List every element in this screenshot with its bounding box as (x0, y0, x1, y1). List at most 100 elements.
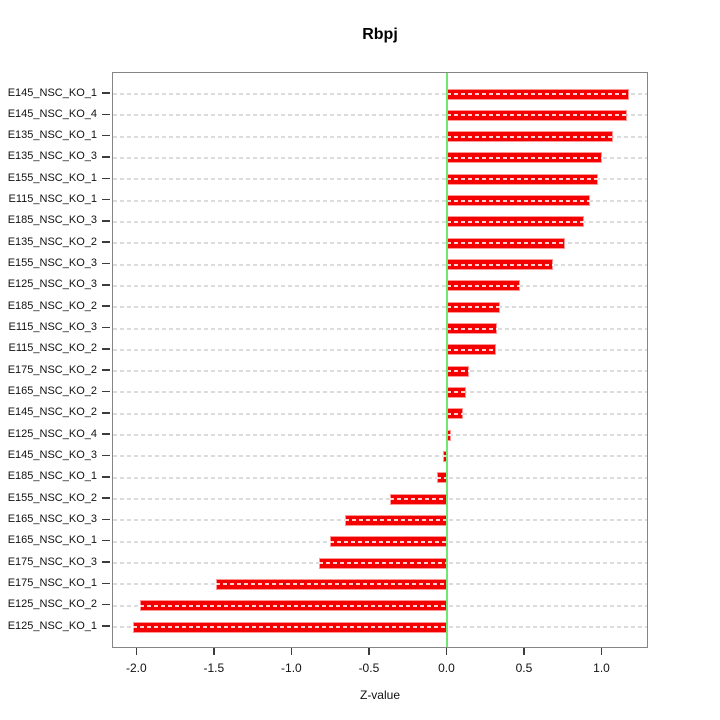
x-axis-tick-label: -1.5 (203, 661, 225, 675)
y-axis-tick-label: E125_NSC_KO_4 (7, 427, 97, 440)
bar-center-dash (140, 604, 448, 607)
y-axis-tick (102, 412, 110, 414)
grid-line (113, 348, 647, 351)
x-axis-tick-label: 0.5 (515, 661, 533, 675)
zero-reference-line (446, 73, 449, 647)
y-axis-tick (102, 220, 110, 222)
y-axis-tick (102, 539, 110, 542)
grid-line (113, 220, 647, 223)
y-axis-tick-label: E135_NSC_KO_1 (7, 129, 97, 142)
grid-line (113, 455, 647, 458)
bar (345, 514, 448, 526)
x-axis-label: Z-value (359, 688, 400, 702)
y-axis-tick-label: E115_NSC_KO_1 (8, 193, 97, 206)
x-axis-tick-label: -1.0 (281, 661, 302, 675)
y-axis-tick (102, 326, 110, 329)
grid-line (113, 327, 647, 330)
x-axis-tick (135, 648, 138, 655)
bar (447, 323, 498, 335)
grid-line (113, 263, 647, 266)
grid-line (113, 114, 647, 117)
bar (132, 621, 448, 633)
x-axis-tick-label: 1.0 (593, 661, 610, 675)
bar (447, 109, 628, 121)
y-axis-tick-label: E165_NSC_KO_1 (7, 534, 97, 547)
y-axis-tick-label: E135_NSC_KO_3 (7, 150, 97, 163)
grid-line (113, 178, 647, 181)
y-axis-tick-label: E115_NSC_KO_2 (8, 342, 97, 355)
y-axis-tick (102, 92, 110, 94)
y-axis-tick (102, 497, 110, 499)
x-axis-tick (290, 648, 293, 655)
y-axis-tick-label: E145_NSC_KO_4 (7, 107, 97, 120)
y-axis-tick-label: E145_NSC_KO_1 (7, 86, 97, 99)
y-axis-tick-label: E135_NSC_KO_2 (7, 235, 97, 248)
bar (318, 557, 448, 569)
grid-line (113, 93, 647, 95)
bar-center-dash (447, 434, 451, 437)
bar-center-dash (447, 93, 629, 95)
grid-line (113, 135, 647, 138)
y-axis-tick-label: E185_NSC_KO_3 (7, 214, 97, 227)
y-axis-tick-label: E115_NSC_KO_3 (8, 321, 97, 334)
y-axis-tick (102, 625, 110, 627)
x-axis-tick-label: 0.0 (438, 661, 455, 675)
y-axis-tick (102, 390, 110, 393)
y-axis-tick (102, 369, 110, 371)
bar-center-dash (329, 540, 448, 543)
bar (447, 131, 614, 143)
y-axis-tick-label: E125_NSC_KO_2 (7, 598, 97, 611)
bar-center-dash (447, 306, 501, 309)
bar-center-dash (216, 583, 448, 586)
grid-line (113, 284, 647, 287)
grid-line (113, 391, 647, 394)
bar (447, 280, 521, 292)
bar-center-dash (447, 370, 470, 373)
bar (447, 152, 603, 164)
grid-line (113, 498, 647, 501)
y-axis-tick (102, 561, 110, 563)
y-axis-tick (102, 262, 110, 265)
bar (329, 536, 448, 548)
y-axis-tick-label: E125_NSC_KO_1 (7, 619, 97, 632)
y-axis-tick-label: E175_NSC_KO_2 (7, 363, 97, 376)
y-axis-tick (102, 348, 110, 350)
bar (140, 600, 448, 612)
y-axis-tick-label: E155_NSC_KO_1 (7, 171, 97, 184)
bar-center-dash (318, 562, 448, 565)
y-axis-tick (102, 476, 110, 478)
bar-center-dash (447, 199, 591, 202)
y-axis-tick (102, 198, 110, 201)
x-axis-tick (600, 648, 603, 655)
plot-area (112, 72, 648, 648)
bar (447, 344, 496, 356)
y-axis-tick-label: E175_NSC_KO_3 (7, 555, 97, 568)
bar-center-dash (447, 327, 498, 330)
bar (447, 216, 584, 228)
bar (447, 173, 598, 185)
y-axis-tick-label: E155_NSC_KO_2 (7, 491, 97, 504)
x-axis-tick (445, 648, 448, 655)
bar-center-dash (447, 178, 598, 181)
bar (447, 195, 591, 207)
y-axis-tick (102, 134, 110, 137)
bar-center-dash (436, 476, 448, 479)
y-axis-tick-label: E155_NSC_KO_3 (7, 257, 97, 270)
y-axis-tick (102, 603, 110, 606)
bar-center-dash (447, 114, 628, 117)
grid-line (113, 476, 647, 479)
bar-center-dash (447, 348, 496, 351)
y-axis-tick (102, 241, 110, 243)
bar-center-dash (447, 156, 603, 159)
y-axis-tick-label: E165_NSC_KO_3 (7, 512, 97, 525)
bar (447, 408, 463, 420)
bar (390, 493, 448, 505)
grid-line (113, 156, 647, 159)
y-axis-tick-label: E185_NSC_KO_2 (7, 299, 97, 312)
grid-line (113, 306, 647, 309)
chart-title: Rbpj (362, 26, 398, 43)
bar (447, 301, 501, 313)
x-axis-tick (368, 648, 370, 655)
bar (447, 386, 467, 398)
y-axis-tick (102, 305, 110, 307)
